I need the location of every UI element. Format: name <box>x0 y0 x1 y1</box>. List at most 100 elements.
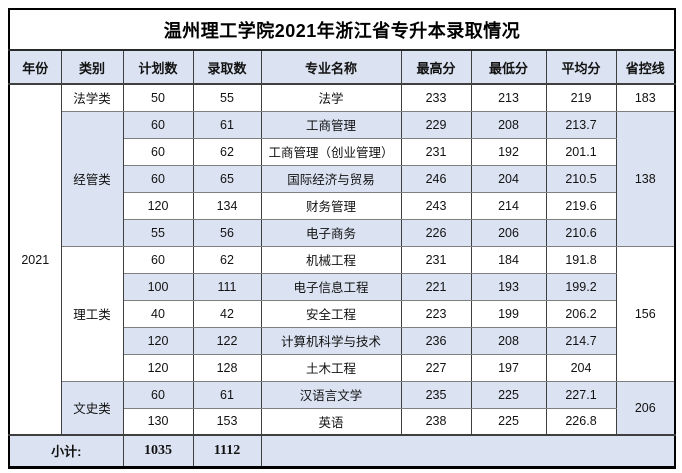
header-cell-avg-score: 平均分 <box>545 49 617 85</box>
plan-cell: 60 <box>122 110 194 139</box>
admitted-cell: 62 <box>192 245 262 274</box>
admitted-cell: 153 <box>192 407 262 436</box>
admitted-cell: 61 <box>192 380 262 409</box>
table-row: 100 111 电子信息工程 221 193 199.2 <box>9 272 675 301</box>
min-score-cell: 208 <box>470 110 547 139</box>
subtotal-empty-cell <box>260 434 676 468</box>
avg-score-cell: 206.2 <box>545 299 617 328</box>
min-score-cell: 192 <box>470 137 547 166</box>
max-score-cell: 231 <box>400 137 472 166</box>
province-line-cell: 156 <box>615 245 676 382</box>
table-row: 经管类 60 61 工商管理 229 208 213.7 138 <box>9 110 676 247</box>
table-body: 2021 法学类 50 55 法学 233 213 219 183 经管类 60 61 工商管理 229 2… <box>8 83 676 436</box>
min-score-cell: 225 <box>470 407 547 436</box>
header-cell-category: 类别 <box>60 49 124 85</box>
table-row: 120 134 财务管理 243 214 219.6 <box>9 191 675 220</box>
title-row: 温州理工学院2021年浙江省专升本录取情况 <box>8 8 676 51</box>
admitted-cell: 111 <box>192 272 262 301</box>
major-cell: 工商管理 <box>260 110 402 139</box>
max-score-cell: 223 <box>400 299 472 328</box>
admitted-cell: 128 <box>192 353 262 382</box>
min-score-cell: 184 <box>470 245 547 274</box>
plan-cell: 60 <box>122 137 194 166</box>
max-score-cell: 246 <box>400 164 472 193</box>
province-line-cell: 183 <box>615 83 676 112</box>
major-cell: 财务管理 <box>260 191 402 220</box>
min-score-cell: 214 <box>470 191 547 220</box>
major-cell: 安全工程 <box>260 299 402 328</box>
min-score-cell: 225 <box>470 380 547 409</box>
category-cell: 法学类 <box>60 83 124 112</box>
max-score-cell: 229 <box>400 110 472 139</box>
plan-cell: 60 <box>122 380 194 409</box>
max-score-cell: 233 <box>400 83 472 112</box>
max-score-cell: 227 <box>400 353 472 382</box>
table-title: 温州理工学院2021年浙江省专升本录取情况 <box>8 8 676 51</box>
avg-score-cell: 210.5 <box>545 164 617 193</box>
admitted-total-cell: 1112 <box>192 434 262 468</box>
plan-cell: 50 <box>122 83 194 112</box>
plan-cell: 130 <box>122 407 194 436</box>
table-row: 60 65 国际经济与贸易 246 204 210.5 <box>9 164 675 193</box>
category-cell: 经管类 <box>60 110 124 247</box>
admitted-cell: 122 <box>192 326 262 355</box>
major-cell: 土木工程 <box>260 353 402 382</box>
admitted-cell: 42 <box>192 299 262 328</box>
avg-score-cell: 214.7 <box>545 326 617 355</box>
admitted-cell: 56 <box>192 218 262 247</box>
plan-cell: 120 <box>122 326 194 355</box>
major-cell: 英语 <box>260 407 402 436</box>
major-cell: 计算机科学与技术 <box>260 326 402 355</box>
admitted-cell: 62 <box>192 137 262 166</box>
plan-cell: 40 <box>122 299 194 328</box>
avg-score-cell: 226.8 <box>545 407 617 436</box>
subtotal-row: 小计: 1035 1112 <box>8 434 676 468</box>
avg-score-cell: 191.8 <box>545 245 617 274</box>
table-row: 120 122 计算机科学与技术 236 208 214.7 <box>9 326 675 355</box>
header-cell-year: 年份 <box>8 49 62 85</box>
max-score-cell: 221 <box>400 272 472 301</box>
plan-cell: 60 <box>122 245 194 274</box>
admitted-cell: 65 <box>192 164 262 193</box>
min-score-cell: 208 <box>470 326 547 355</box>
year-cell: 2021 <box>8 83 62 436</box>
header-cell-min-score: 最低分 <box>470 49 547 85</box>
table-row: 理工类 60 62 机械工程 231 184 191.8 156 <box>9 245 676 382</box>
max-score-cell: 243 <box>400 191 472 220</box>
admitted-cell: 55 <box>192 83 262 112</box>
max-score-cell: 236 <box>400 326 472 355</box>
max-score-cell: 235 <box>400 380 472 409</box>
avg-score-cell: 219.6 <box>545 191 617 220</box>
avg-score-cell: 210.6 <box>545 218 617 247</box>
province-line-cell: 206 <box>615 380 676 436</box>
category-cell: 文史类 <box>60 380 124 436</box>
plan-cell: 60 <box>122 164 194 193</box>
table-row: 120 128 土木工程 227 197 204 <box>9 353 675 382</box>
min-score-cell: 206 <box>470 218 547 247</box>
avg-score-cell: 219 <box>545 83 617 112</box>
table-row: 2021 法学类 50 55 法学 233 213 219 183 <box>8 83 676 436</box>
plan-cell: 100 <box>122 272 194 301</box>
subtotal-label: 小计: <box>8 434 124 468</box>
header-cell-province-line: 省控线 <box>615 49 676 85</box>
plan-total-cell: 1035 <box>122 434 194 468</box>
table-row: 文史类 60 61 汉语言文学 235 225 227.1 206 <box>9 380 676 436</box>
admitted-cell: 61 <box>192 110 262 139</box>
category-cell: 理工类 <box>60 245 124 382</box>
major-cell: 汉语言文学 <box>260 380 402 409</box>
max-score-cell: 226 <box>400 218 472 247</box>
max-score-cell: 231 <box>400 245 472 274</box>
min-score-cell: 204 <box>470 164 547 193</box>
header-cell-major: 专业名称 <box>260 49 402 85</box>
major-cell: 电子信息工程 <box>260 272 402 301</box>
page: 温州理工学院2021年浙江省专升本录取情况 年份 类别 计划数 录取数 专业名称 最高分最… <box>8 8 677 469</box>
plan-cell: 120 <box>122 353 194 382</box>
min-score-cell: 193 <box>470 272 547 301</box>
avg-score-cell: 199.2 <box>545 272 617 301</box>
max-score-cell: 238 <box>400 407 472 436</box>
major-cell: 机械工程 <box>260 245 402 274</box>
province-line-cell: 138 <box>615 110 676 247</box>
plan-cell: 120 <box>122 191 194 220</box>
major-cell: 国际经济与贸易 <box>260 164 402 193</box>
major-cell: 法学 <box>260 83 402 112</box>
